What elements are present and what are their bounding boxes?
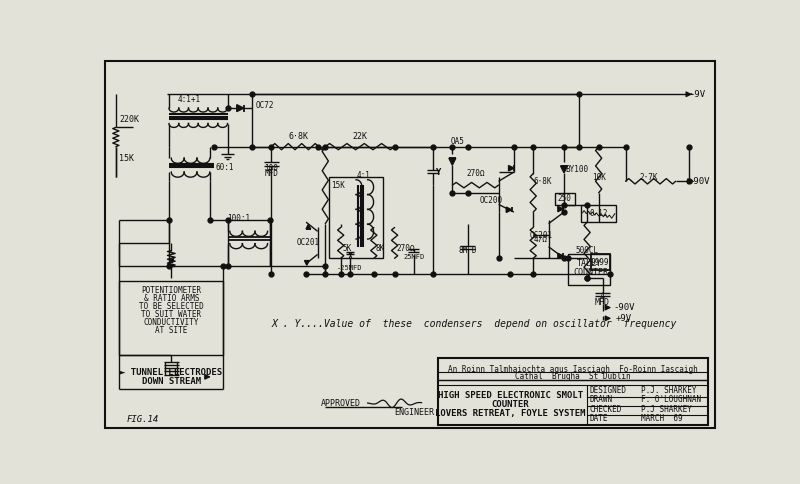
Polygon shape [558, 206, 563, 212]
Polygon shape [306, 225, 310, 229]
Text: 22K: 22K [353, 132, 367, 141]
Text: 15K: 15K [331, 181, 346, 190]
Text: 270Ω: 270Ω [466, 169, 485, 178]
Text: 4: 4 [600, 292, 605, 301]
Text: APPROVED: APPROVED [321, 398, 361, 408]
Text: TALLY: TALLY [577, 259, 602, 268]
Text: 8K: 8K [375, 244, 385, 253]
Text: LOVERS RETREAT, FOYLE SYSTEM: LOVERS RETREAT, FOYLE SYSTEM [435, 409, 586, 418]
Text: OC72: OC72 [256, 101, 274, 110]
Text: OC200: OC200 [479, 196, 502, 205]
Text: -25MFD: -25MFD [337, 265, 362, 271]
Text: 8MFD: 8MFD [458, 246, 477, 255]
Text: P.J SHARKEY: P.J SHARKEY [641, 405, 692, 414]
Text: 9999: 9999 [591, 257, 610, 267]
Text: 6·8K: 6·8K [288, 132, 308, 141]
Text: POTENTIOMETER: POTENTIOMETER [142, 286, 202, 295]
Bar [568, 255, 610, 285]
Text: 4:1+1: 4:1+1 [178, 95, 201, 104]
Text: 47Ω: 47Ω [534, 235, 547, 243]
Text: 2·7K: 2·7K [639, 173, 658, 182]
Polygon shape [237, 105, 244, 112]
Text: 5K: 5K [342, 244, 351, 253]
Text: ENGINEER: ENGINEER [394, 408, 434, 417]
Text: CHECKED: CHECKED [590, 405, 622, 414]
Text: TO SUIT WATER: TO SUIT WATER [142, 310, 202, 319]
Text: -90V: -90V [614, 303, 635, 312]
Text: An Roinn Talmhaiochta agus Iasciagh  Fo-Roinn Iascaigh: An Roinn Talmhaiochta agus Iasciagh Fo-R… [448, 364, 698, 374]
Text: 0-12: 0-12 [590, 209, 608, 218]
Text: -9V: -9V [690, 90, 706, 99]
Text: F. O'LOUGHNAN: F. O'LOUGHNAN [641, 395, 701, 405]
Text: HIGH SPEED ELECTRONIC SMOLT: HIGH SPEED ELECTRONIC SMOLT [438, 391, 582, 400]
Text: Y: Y [434, 167, 440, 177]
Text: 100: 100 [265, 164, 278, 173]
Text: CONDUCTIVITY: CONDUCTIVITY [143, 318, 199, 328]
Text: OC201: OC201 [530, 231, 553, 240]
Bar [591, 255, 610, 270]
Text: & RATIO ARMS: & RATIO ARMS [143, 294, 199, 303]
Text: MFD: MFD [265, 169, 278, 178]
Text: ► TUNNEL ELECTRODES: ► TUNNEL ELECTRODES [120, 368, 222, 377]
Text: 6·8K: 6·8K [534, 177, 552, 186]
Bar [329, 178, 383, 258]
Text: +9V: +9V [616, 314, 632, 323]
Text: MFD: MFD [595, 299, 610, 307]
Text: 100:1: 100:1 [227, 214, 250, 223]
Polygon shape [305, 260, 309, 265]
Text: OA5: OA5 [451, 137, 465, 146]
Text: 10K: 10K [592, 173, 606, 182]
Polygon shape [558, 253, 563, 258]
Text: DRAWN: DRAWN [590, 395, 613, 405]
Text: COUNTER: COUNTER [574, 268, 608, 277]
Text: 270Ω: 270Ω [397, 244, 415, 253]
Text: X: X [347, 252, 353, 261]
Bar [119, 281, 223, 354]
Polygon shape [561, 166, 567, 173]
Text: AT SITE: AT SITE [155, 326, 187, 335]
Text: TO BE SELECTED: TO BE SELECTED [139, 302, 204, 311]
Text: 60:1: 60:1 [216, 163, 234, 172]
Text: 15K: 15K [119, 154, 134, 163]
Text: DOWN STREAM: DOWN STREAM [142, 377, 201, 386]
Text: 250: 250 [558, 195, 572, 203]
Text: 220K: 220K [119, 115, 139, 124]
Polygon shape [506, 207, 512, 212]
Text: DATE: DATE [590, 414, 608, 423]
Text: COUNTER: COUNTER [491, 400, 529, 409]
Text: DESIGNED: DESIGNED [590, 386, 626, 395]
Bar [554, 193, 574, 205]
Bar [581, 205, 616, 222]
Bar [438, 358, 708, 424]
Text: +90V: +90V [689, 177, 710, 186]
Text: X . Y....Value of  these  condensers  depend on oscillator  frequency: X . Y....Value of these condensers depen… [271, 319, 677, 329]
Text: MARCH  69: MARCH 69 [641, 414, 682, 423]
Polygon shape [449, 158, 456, 165]
Text: 4:1: 4:1 [357, 171, 370, 180]
Text: 25MFD: 25MFD [403, 254, 425, 260]
Text: Cathal  Brugha  St Dublin: Cathal Brugha St Dublin [515, 372, 631, 380]
Text: OC201: OC201 [297, 239, 320, 247]
Text: BY100: BY100 [566, 165, 589, 174]
Polygon shape [509, 166, 514, 171]
Text: 500CL: 500CL [575, 246, 598, 255]
Bar [227, 220, 270, 266]
Text: P.J. SHARKEY: P.J. SHARKEY [641, 386, 697, 395]
Text: FIG.14: FIG.14 [126, 415, 159, 424]
